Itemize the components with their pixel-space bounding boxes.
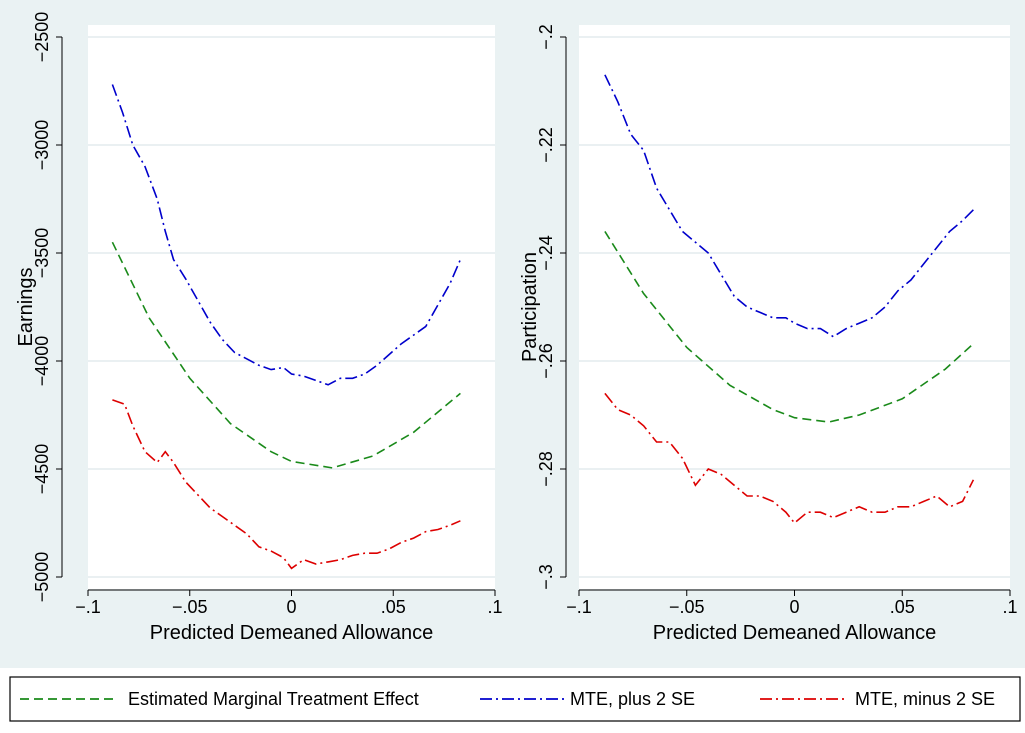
y-tick-label: −3000 (32, 120, 52, 171)
x-tick-label: 0 (789, 597, 799, 617)
participation-axes: −.3 −.28 −.26 −.24 −.22 −.2 −.1 −.05 0 .05 .1 (536, 24, 1018, 617)
x-tick-label: .05 (890, 597, 915, 617)
x-tick-label: .05 (381, 597, 406, 617)
participation-y-axis-label: Participation (519, 252, 541, 362)
y-tick-label: −.28 (536, 451, 556, 487)
y-tick-label: −.2 (536, 24, 556, 50)
participation-x-axis-label: Predicted Demeaned Allowance (653, 622, 937, 644)
x-tick-label: −.1 (566, 597, 592, 617)
series-line (112, 399, 461, 570)
series-line (111, 241, 461, 469)
series-line (604, 392, 975, 525)
earnings-panel: −5000 −4500 −4000 −3500 −3000 −2500 −.1 −.05 0 .0… (15, 12, 503, 644)
x-tick-label: 0 (286, 597, 296, 617)
y-tick-label: −.3 (536, 564, 556, 590)
y-tick-label: −.22 (536, 127, 556, 163)
x-tick-label: −.1 (75, 597, 101, 617)
series-line (604, 74, 974, 338)
y-tick-label: −5000 (32, 552, 52, 603)
legend-box (9, 676, 1021, 722)
earnings-series (111, 84, 462, 570)
participation-series (604, 74, 975, 525)
y-tick-label: −.24 (536, 235, 556, 271)
y-tick-label: −4500 (32, 444, 52, 495)
participation-panel: −.3 −.28 −.26 −.24 −.22 −.2 −.1 −.05 0 .05 .1 Pred… (519, 24, 1018, 644)
participation-plot-area (579, 25, 1010, 589)
y-tick-label: −4000 (32, 336, 52, 387)
y-tick-label: −3500 (32, 228, 52, 279)
series-line (604, 230, 974, 423)
legend-label-plus-2se: MTE, plus 2 SE (570, 689, 695, 709)
earnings-gridlines (88, 36, 495, 578)
earnings-x-axis-label: Predicted Demeaned Allowance (150, 622, 434, 644)
y-tick-label: −.26 (536, 343, 556, 379)
x-tick-label: −.05 (172, 597, 208, 617)
x-tick-label: .1 (487, 597, 502, 617)
legend: Estimated Marginal Treatment Effect MTE,… (9, 676, 1021, 722)
earnings-axes: −5000 −4500 −4000 −3500 −3000 −2500 −.1 −.05 0 .0… (32, 12, 503, 617)
participation-gridlines (579, 36, 1010, 578)
earnings-y-axis-label: Earnings (15, 268, 37, 347)
y-tick-label: −2500 (32, 12, 52, 63)
series-line (111, 84, 462, 386)
legend-label-minus-2se: MTE, minus 2 SE (855, 689, 995, 709)
earnings-plot-area (88, 25, 495, 589)
x-tick-label: .1 (1002, 597, 1017, 617)
legend-label-estimated-mte: Estimated Marginal Treatment Effect (128, 689, 419, 709)
x-tick-label: −.05 (669, 597, 705, 617)
